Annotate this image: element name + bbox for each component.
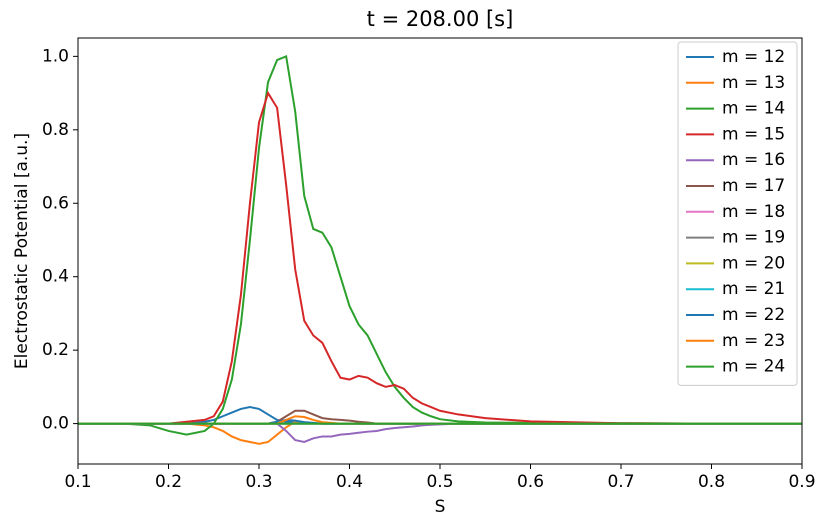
legend-label: m = 18: [722, 202, 785, 222]
legend-label: m = 23: [722, 331, 785, 351]
y-axis-label: Electrostatic Potential [a.u.]: [12, 133, 32, 369]
y-tick-label: 0.0: [42, 414, 69, 434]
legend-label: m = 24: [722, 357, 785, 377]
legend-label: m = 19: [722, 228, 785, 248]
legend-label: m = 16: [722, 150, 785, 170]
x-tick-label: 0.3: [245, 472, 272, 492]
chart-title: t = 208.00 [s]: [367, 7, 514, 31]
x-tick-label: 0.8: [698, 472, 725, 492]
legend-label: m = 15: [722, 124, 785, 144]
x-tick-label: 0.6: [517, 472, 544, 492]
x-tick-label: 0.1: [64, 472, 91, 492]
series-line: [78, 422, 802, 444]
legend-label: m = 14: [722, 99, 785, 119]
x-tick-label: 0.5: [426, 472, 453, 492]
legend-label: m = 21: [722, 279, 785, 299]
series-line: [78, 54, 802, 436]
y-tick-label: 0.4: [42, 267, 69, 287]
legend-label: m = 17: [722, 176, 785, 196]
x-axis-label: S: [435, 497, 446, 517]
series-line: [78, 90, 802, 425]
legend-box: [677, 41, 798, 386]
legend-label: m = 12: [722, 47, 785, 67]
y-tick-label: 0.2: [42, 340, 69, 360]
legend-label: m = 20: [722, 253, 785, 273]
legend-label: m = 13: [722, 73, 785, 93]
plot-frame: [77, 37, 803, 465]
x-tick-label: 0.9: [788, 472, 815, 492]
y-tick-label: 1.0: [42, 46, 69, 66]
y-tick-label: 0.8: [42, 120, 69, 140]
y-tick-label: 0.6: [42, 193, 69, 213]
x-tick-label: 0.7: [607, 472, 634, 492]
x-tick-label: 0.2: [155, 472, 182, 492]
x-tick-label: 0.4: [336, 472, 363, 492]
legend-label: m = 22: [722, 305, 785, 325]
